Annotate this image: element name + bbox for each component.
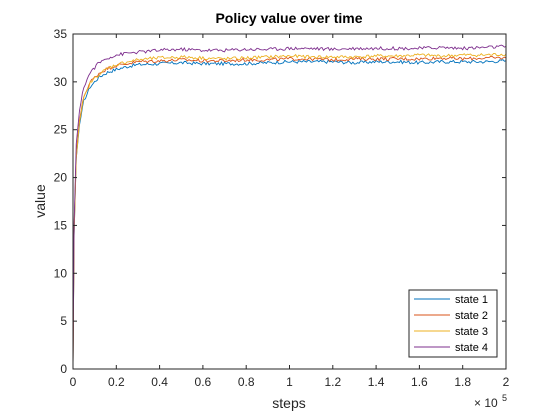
y-tick-label: 0 — [60, 362, 67, 376]
y-tick-label: 35 — [54, 27, 68, 41]
y-tick-label: 25 — [54, 123, 68, 137]
x-ticks: 0 0.2 0.4 0.6 0.8 1 1.2 1.4 1.6 1.8 2 — [70, 34, 510, 389]
series-line-state-2 — [72, 55, 507, 370]
legend-box — [408, 289, 498, 358]
x-tick-label: 0.6 — [195, 375, 212, 389]
y-tick-label: 10 — [54, 266, 68, 280]
legend-label-state-2: state 2 — [455, 310, 488, 322]
x-tick-label: 0.4 — [151, 375, 168, 389]
y-ticks: 0 5 10 15 20 25 30 35 — [54, 27, 506, 376]
x-exponent-power: 5 — [502, 393, 507, 403]
x-axis-label: steps — [272, 395, 305, 411]
y-axis-label: value — [32, 184, 48, 218]
x-tick-label: 1.6 — [411, 375, 428, 389]
x-tick-label: 2 — [503, 375, 510, 389]
legend: state 1 state 2 state 3 state 4 — [408, 289, 498, 358]
y-tick-label: 20 — [54, 171, 68, 185]
series-line-state-1 — [72, 59, 507, 370]
x-tick-label: 0.8 — [238, 375, 255, 389]
x-tick-label: 0.2 — [108, 375, 125, 389]
y-tick-label: 15 — [54, 218, 68, 232]
series-line-state-4 — [72, 44, 507, 370]
x-tick-label: 1.4 — [368, 375, 385, 389]
x-tick-label: 1 — [286, 375, 293, 389]
x-tick-label: 1.8 — [454, 375, 471, 389]
series-layer — [72, 44, 507, 370]
x-tick-label: 0 — [70, 375, 77, 389]
y-tick-label: 5 — [60, 314, 67, 328]
x-tick-label: 1.2 — [324, 375, 341, 389]
legend-label-state-1: state 1 — [455, 294, 488, 306]
series-line-state-3 — [72, 52, 507, 370]
chart-title: Policy value over time — [215, 10, 362, 26]
legend-label-state-4: state 4 — [455, 342, 488, 354]
x-exponent-base: × 10 — [474, 396, 498, 410]
legend-label-state-3: state 3 — [455, 326, 488, 338]
y-tick-label: 30 — [54, 75, 68, 89]
